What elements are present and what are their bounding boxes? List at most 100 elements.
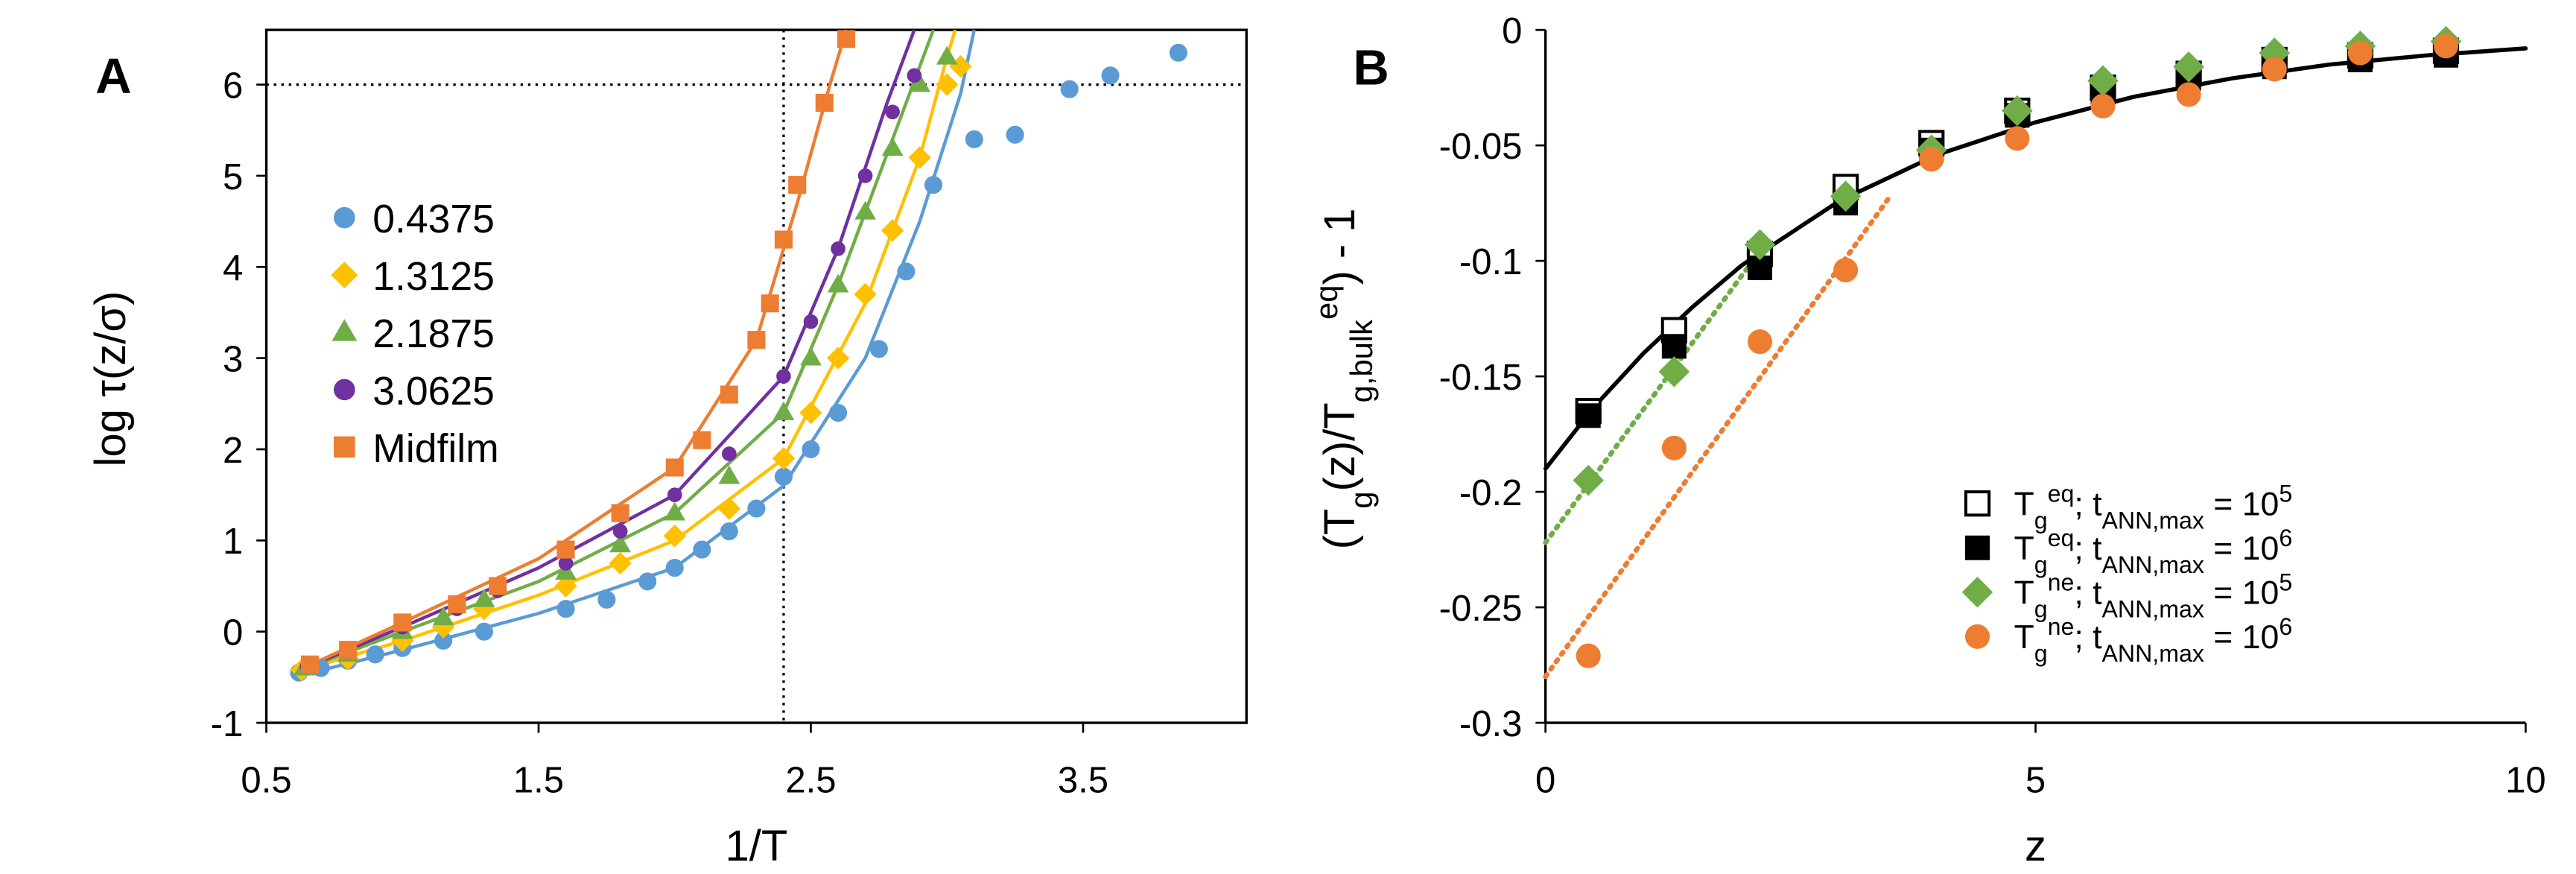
label-part: T (2014, 619, 2034, 656)
marker (837, 30, 856, 48)
label-part: ANN,max (2102, 595, 2204, 622)
marker (854, 200, 876, 220)
fit-line (293, 29, 916, 674)
marker (761, 294, 779, 313)
marker (774, 467, 793, 486)
marker (331, 319, 358, 341)
marker (1747, 329, 1772, 355)
marker (2005, 126, 2030, 151)
marker (1658, 356, 1690, 387)
x-tick-label: 10 (2505, 761, 2546, 801)
marker (2262, 57, 2287, 82)
fit-line (1543, 196, 1891, 680)
marker (366, 645, 384, 664)
marker (1576, 403, 1601, 428)
y-tick-label: -1 (211, 704, 244, 744)
marker (1833, 258, 1859, 283)
marker (857, 168, 873, 183)
marker (638, 572, 657, 591)
marker (802, 440, 820, 459)
marker (2173, 51, 2204, 83)
label-part: eq (1309, 285, 1344, 320)
y-axis-label: log τ(z/σ) (87, 291, 135, 467)
x-axis-label: 1/T (726, 823, 788, 870)
label-part: (z)/T (1316, 402, 1364, 491)
label-part: g (2034, 640, 2048, 667)
panel-label: A (95, 48, 131, 104)
marker (2433, 34, 2458, 59)
label-part: ANN,max (2102, 507, 2204, 533)
marker (334, 436, 355, 458)
marker (473, 588, 495, 607)
marker (924, 176, 942, 194)
marker (339, 641, 358, 659)
marker (556, 600, 575, 618)
label-part: 6 (2279, 613, 2292, 640)
y-tick-label: -0.25 (1439, 589, 1523, 629)
marker (1919, 147, 1944, 172)
marker (1964, 624, 1990, 649)
marker (612, 524, 628, 539)
y-tick-label: 4 (223, 248, 243, 288)
label-part: ne (2048, 569, 2075, 595)
y-tick-label: 6 (223, 66, 243, 106)
label-part: ; t (2074, 531, 2102, 567)
marker (826, 346, 850, 370)
legend-label: 2.1875 (372, 312, 495, 356)
y-tick-label: -0.15 (1439, 358, 1523, 398)
label-part: ; t (2074, 619, 2102, 656)
marker (831, 241, 846, 256)
marker (1961, 577, 1993, 608)
marker (2090, 93, 2116, 118)
marker (393, 613, 412, 632)
marker (747, 499, 766, 518)
marker (907, 68, 922, 83)
marker (300, 655, 320, 674)
y-tick-label: 3 (223, 339, 243, 379)
label-part: ; t (2074, 574, 2102, 611)
marker (331, 262, 358, 289)
label-part: ) - 1 (1316, 208, 1364, 285)
marker (432, 607, 454, 626)
marker (800, 346, 822, 366)
marker (1964, 535, 1990, 560)
marker (2347, 40, 2373, 66)
fit-line (293, 29, 936, 674)
marker (665, 458, 684, 477)
marker (556, 540, 575, 559)
marker (554, 574, 577, 598)
y-tick-label: -0.1 (1459, 242, 1523, 282)
marker (475, 622, 493, 641)
marker (803, 314, 819, 329)
x-tick-label: 3.5 (1058, 761, 1108, 801)
y-tick-label: -0.05 (1439, 127, 1523, 167)
label-part: = 10 (2204, 619, 2279, 656)
marker (881, 137, 904, 156)
marker (448, 595, 466, 614)
marker (720, 385, 738, 404)
x-tick-label: 2.5 (785, 761, 836, 801)
label-part: (T (1316, 509, 1364, 550)
legend-label: Tgeq; tANN,max = 105 (2014, 480, 2293, 533)
marker (609, 551, 632, 575)
x-tick-label: 0.5 (241, 761, 291, 801)
label-part: eq (2048, 480, 2075, 507)
marker (908, 146, 931, 169)
x-axis-label: z (2025, 823, 2046, 870)
label-part: g,bulk (1344, 320, 1379, 402)
legend-label: Tgne; tANN,max = 106 (2014, 613, 2293, 667)
marker (722, 446, 737, 461)
marker (965, 130, 983, 149)
marker (334, 206, 355, 229)
y-tick-label: 2 (223, 431, 243, 471)
marker (663, 525, 686, 548)
y-tick-label: 0 (223, 613, 243, 653)
marker (885, 104, 900, 120)
label-part: T (2014, 531, 2034, 567)
marker (772, 447, 796, 470)
marker (609, 533, 632, 553)
label-part: = 10 (2204, 531, 2279, 567)
marker (720, 522, 738, 541)
marker (799, 401, 822, 425)
